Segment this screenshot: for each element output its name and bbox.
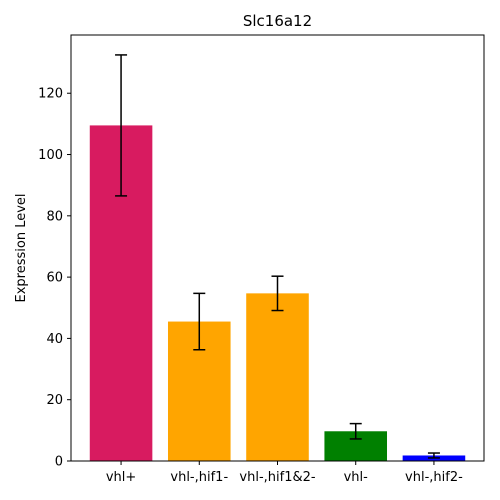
chart-title: Slc16a12 bbox=[243, 12, 312, 30]
bar-2 bbox=[246, 293, 309, 461]
y-tick-label-5: 100 bbox=[38, 148, 63, 163]
y-axis: 0 20 40 60 80 100 120 bbox=[38, 87, 71, 470]
x-axis: vhl+ vhl-,hif1- vhl-,hif1&2- vhl-vhl-,hif2- bbox=[106, 461, 463, 485]
error-bars-group bbox=[115, 54, 440, 459]
y-tick-label-3: 60 bbox=[46, 271, 63, 286]
x-tick-label-0: vhl+ bbox=[106, 470, 136, 485]
x-tick-label-3: vhl- bbox=[344, 470, 369, 485]
y-tick-label-0: 0 bbox=[55, 455, 63, 470]
x-tick-label-1: vhl-,hif1- bbox=[170, 470, 228, 485]
y-tick-label-2: 40 bbox=[46, 332, 63, 347]
plot-frame bbox=[70, 34, 485, 462]
x-tick-label-2: vhl-,hif1&2- bbox=[239, 470, 315, 485]
x-tick-label-4: vhl-,hif2- bbox=[405, 470, 463, 485]
y-tick-label-4: 80 bbox=[46, 209, 63, 224]
y-tick-label-6: 120 bbox=[38, 87, 63, 102]
y-tick-label-1: 20 bbox=[46, 393, 63, 408]
y-axis-label: Expression Level bbox=[14, 193, 29, 302]
